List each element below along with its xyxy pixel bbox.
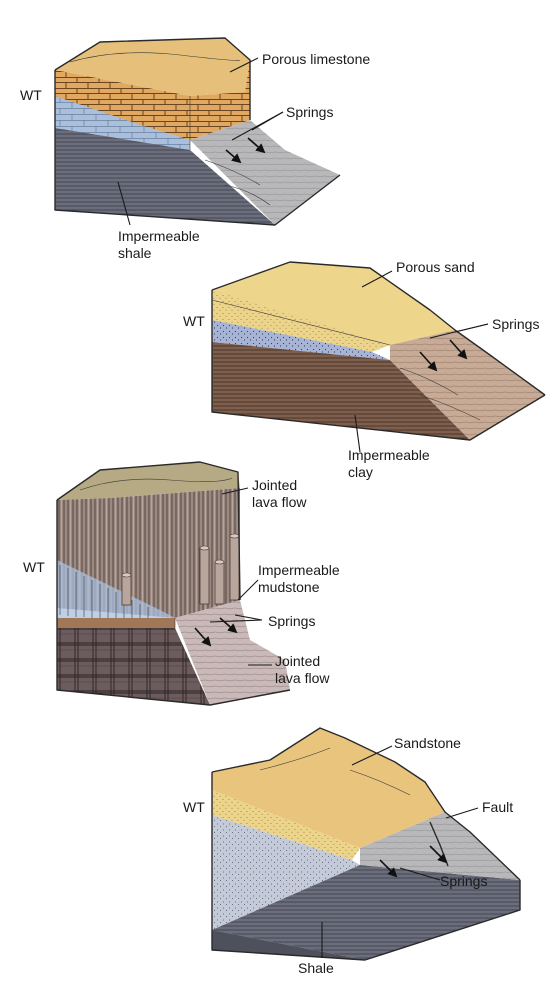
jointed-lava-upper-label-line1: Jointed [252, 477, 297, 493]
hillside-slope [390, 330, 545, 440]
spring-arrow [219, 617, 238, 634]
impermeable-shale-label-line1: Impermeable [118, 228, 200, 244]
impermeable-clay-label-line1: Impermeable [348, 447, 430, 463]
sand-top-surface [212, 262, 455, 345]
panel-sand: WT Porous sand Springs Impermeable clay [183, 259, 546, 480]
spring-arrow [194, 627, 212, 647]
sandstone-label: Sandstone [394, 735, 461, 751]
impermeable-shale-label-line2: shale [118, 245, 152, 261]
spring-arrow [449, 339, 468, 360]
jointed-lava-flow-lower [57, 628, 210, 705]
jointed-lava-lower-label-line2: lava flow [275, 670, 330, 686]
panel-limestone: WT Porous limestone Springs Impermeable … [20, 37, 370, 261]
porous-sand-label: Porous sand [396, 259, 475, 275]
porous-sand-layer [212, 290, 390, 352]
water-table-label: WT [183, 799, 205, 815]
impermeable-clay-label-line2: clay [348, 464, 373, 480]
spring-arrow [247, 137, 266, 154]
sandstone-top-surface [212, 728, 445, 848]
impermeable-mudstone-label-line2: mudstone [258, 579, 320, 595]
saturated-zone [212, 815, 360, 930]
hillside-slope [175, 600, 290, 705]
spring-arrow [429, 845, 448, 864]
shale-layer [212, 865, 520, 960]
hillside-slope [190, 120, 340, 225]
porous-limestone-label: Porous limestone [262, 51, 370, 67]
panel-sandstone: WT Sandstone Fault Springs Shale [183, 727, 521, 976]
springs-label: Springs [286, 104, 333, 120]
spring-arrow [379, 859, 398, 878]
sandstone-layer [212, 790, 360, 860]
water-table-label: WT [23, 559, 45, 575]
shale-label: Shale [298, 960, 334, 976]
springs-label: Springs [268, 613, 315, 629]
jointed-lava-lower-label-line1: Jointed [275, 653, 320, 669]
spring-arrow [225, 149, 242, 164]
fault-label: Fault [482, 799, 513, 815]
spring-arrow [419, 351, 438, 372]
saturated-zone [57, 560, 175, 618]
impermeable-clay-layer [212, 342, 470, 440]
jointed-lava-upper-label-line2: lava flow [252, 494, 307, 510]
springs-label: Springs [492, 316, 539, 332]
porous-limestone-layer [55, 60, 250, 140]
limestone-top-surface [55, 38, 250, 96]
lava-top-surface [57, 462, 240, 500]
water-table-label: WT [183, 313, 205, 329]
impermeable-mudstone-label-line1: Impermeable [258, 562, 340, 578]
impermeable-shale-layer [55, 128, 275, 225]
water-table-label: WT [20, 87, 42, 103]
panel-lava: WT Jointed lava flow Impermeable mudston… [23, 461, 340, 706]
springs-label: Springs [440, 873, 487, 889]
impermeable-mudstone-layer [57, 618, 175, 628]
saturated-zone [212, 320, 390, 360]
